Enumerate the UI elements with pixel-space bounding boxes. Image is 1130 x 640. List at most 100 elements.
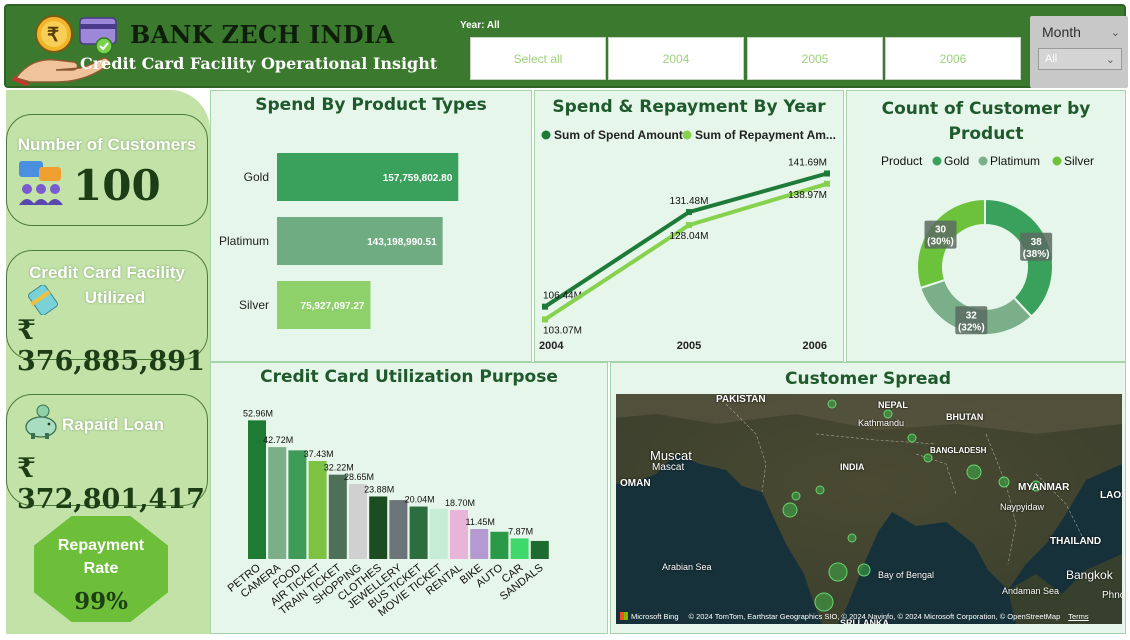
header-banner: ₹ BANK ZECH INDIA Credit Card Facility O… xyxy=(4,4,1128,88)
map-brand: Microsoft Bing xyxy=(631,611,679,621)
purpose-bar-shopping xyxy=(349,483,367,559)
donut-data-label-platimum: 32(32%) xyxy=(955,306,988,335)
map-terms-link[interactable]: Terms xyxy=(1068,611,1089,621)
legend-label-1: Sum of Repayment Am... xyxy=(695,128,836,142)
credit-card-icon xyxy=(28,285,58,315)
panel-customer-by-product: Count of Customer by Product Product Gold… xyxy=(846,90,1126,362)
purpose-bar-food xyxy=(288,450,307,559)
map-place-label: LAOS xyxy=(1100,490,1122,501)
panel-spend-by-product: Spend By Product Types Gold 157,759,802.8… xyxy=(210,90,532,362)
map-place-label: Muscat xyxy=(650,448,692,463)
legend-label-0: Sum of Spend Amount xyxy=(554,128,683,142)
purpose-bar-movie-ticket xyxy=(429,508,448,559)
kpi-facility-label-line2: Utilized xyxy=(84,288,146,307)
purpose-bar-clothes xyxy=(369,496,388,559)
map-place-label: NEPAL xyxy=(878,400,908,410)
map-place-label: OMAN xyxy=(620,478,651,489)
repayment-rate-label: Repayment Rate xyxy=(34,534,168,580)
kpi-card-facility: Credit Card Facility Utilized ₹ 376,885,… xyxy=(6,250,208,377)
dropdown-arrow-icon: ⌄ xyxy=(1105,54,1115,66)
year-option-2005[interactable]: 2005 xyxy=(747,37,883,80)
purpose-chart-title: Credit Card Utilization Purpose xyxy=(260,367,558,387)
year-option-2004[interactable]: 2004 xyxy=(608,37,744,80)
map-place-label: Andaman Sea xyxy=(1002,586,1060,596)
month-dropdown[interactable]: All ⌄ xyxy=(1038,48,1122,70)
product-value-label: 157,759,802.80 xyxy=(383,173,453,184)
product-value-label: 143,198,990.51 xyxy=(367,237,437,248)
panel-spend-repayment-year: Spend & Repayment By Year Sum of Spend A… xyxy=(534,90,844,362)
product-value-label: 75,927,097.27 xyxy=(301,301,365,312)
year-line-chart: Sum of Spend Amount Sum of Repayment Am..… xyxy=(539,128,836,352)
purpose-value-label: 23.88M xyxy=(364,484,394,494)
month-dropdown-value: All xyxy=(1045,53,1058,65)
repayment-rate-card: Repayment Rate 99% xyxy=(34,516,168,622)
x-tick-label: 2005 xyxy=(677,340,701,352)
repayment-rate-label-line1: Repayment xyxy=(57,537,145,554)
kpi-facility-value: ₹ 376,885,891 xyxy=(17,315,205,377)
donut-label-percent: (30%) xyxy=(927,237,954,248)
legend-marker-silver xyxy=(1052,156,1062,166)
map-place-label: BHUTAN xyxy=(946,412,984,422)
legend-marker-1 xyxy=(682,130,692,140)
purpose-bar-train-ticket xyxy=(328,474,347,559)
chevron-down-icon[interactable]: ⌄ xyxy=(1110,27,1120,39)
map-place-label: MYANMAR xyxy=(1018,482,1070,493)
purpose-bar-bike xyxy=(470,529,489,559)
donut-label-count: 32 xyxy=(966,310,978,321)
product-bar-gold xyxy=(277,153,459,201)
purpose-value-label: 42.72M xyxy=(263,435,293,445)
svg-text:₹: ₹ xyxy=(47,25,59,46)
year-chart-title: Spend & Repayment By Year xyxy=(552,97,826,117)
map-attribution-bar: Microsoft Bing © 2024 TomTom, Earthstar G… xyxy=(616,608,1122,624)
donut-data-label-gold: 38(38%) xyxy=(1020,232,1053,261)
customer-spread-map[interactable]: PAKISTAN NEPAL Kathmandu BHUTAN BANGLADESH Mu… xyxy=(616,394,1122,624)
donut-chart: Product Gold Platimum Silver38(38%)32(32%)3… xyxy=(881,154,1094,336)
kpi-repaid-value: ₹ 372,801,417 xyxy=(17,453,205,515)
purpose-value-label: 52.96M xyxy=(243,408,273,418)
purpose-value-label: 20.04M xyxy=(405,495,435,505)
legend-label-gold: Gold xyxy=(944,154,969,168)
kpi-facility-label-line1: Credit Card Facility xyxy=(29,263,185,282)
year-slicer-label: Year: All xyxy=(460,20,500,31)
kpi-customers-value: 100 xyxy=(73,161,161,210)
map-place-label: THAILAND xyxy=(1050,536,1102,547)
purpose-value-label: 28.65M xyxy=(344,472,374,482)
customers-icon xyxy=(19,161,63,205)
donut-slice-silver xyxy=(916,197,986,290)
kpi-customers-label: Number of Customers xyxy=(17,135,197,154)
year-option-select-all[interactable]: Select all xyxy=(470,37,606,80)
map-place-label: INDIA xyxy=(840,462,865,472)
donut-chart-title: Count of Customer by Product xyxy=(881,99,1091,144)
series-point-1 xyxy=(824,180,830,187)
donut-label-box xyxy=(955,306,988,335)
month-slicer-label: Month xyxy=(1042,24,1081,40)
map-place-label: Kathmandu xyxy=(858,418,905,428)
purpose-bar-auto xyxy=(490,531,509,559)
series-point-0 xyxy=(686,209,692,216)
kpi-repaid-label: Rapaid Loan xyxy=(61,415,164,434)
series-data-label: 138.97M xyxy=(788,190,827,201)
series-data-label: 103.07M xyxy=(543,325,582,336)
map-place-label: Bay of Bengal xyxy=(878,570,935,580)
product-bar-silver xyxy=(277,281,371,329)
kpi-column: Number of Customers 100 Credit Card Faci… xyxy=(6,90,210,634)
donut-label-box xyxy=(924,220,957,249)
map-place-label: Naypyidaw xyxy=(1000,502,1045,512)
donut-label-count: 38 xyxy=(1031,237,1043,248)
purpose-bar-jewellery xyxy=(389,500,408,559)
customer-bubbles xyxy=(782,399,1042,612)
year-option-2006[interactable]: 2006 xyxy=(885,37,1021,80)
legend-title: Product xyxy=(881,154,923,168)
landmass xyxy=(616,394,1122,624)
series-point-1 xyxy=(542,316,548,323)
product-category-label: Silver xyxy=(239,298,269,312)
map-place-label: Phnom xyxy=(1102,590,1122,601)
map-place-label: Arabian Sea xyxy=(662,562,712,572)
donut-label-percent: (38%) xyxy=(1023,249,1050,260)
kpi-card-repaid: Rapaid Loan ₹ 372,801,417 xyxy=(6,394,208,515)
series-data-label: 131.48M xyxy=(670,196,709,207)
product-category-label: Gold xyxy=(244,170,269,184)
map-place-label: Bangkok xyxy=(1066,568,1113,582)
purpose-value-label: 18.70M xyxy=(445,498,475,508)
